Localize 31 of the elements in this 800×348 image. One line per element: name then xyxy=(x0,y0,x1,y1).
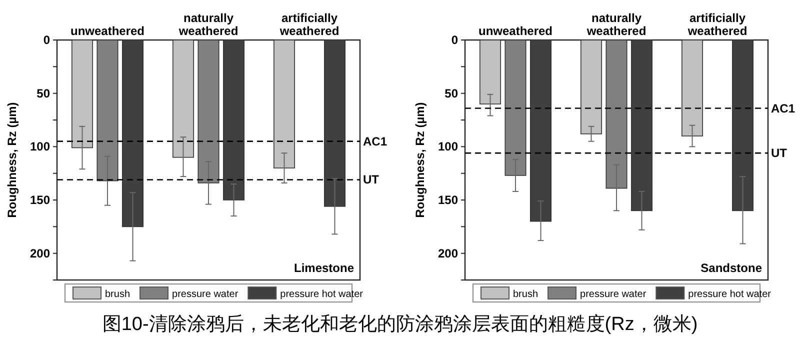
y-tick-label: 150 xyxy=(438,193,458,207)
annotation: Sandstone xyxy=(700,261,762,275)
legend-label: brush xyxy=(513,289,538,300)
legend-label: brush xyxy=(105,289,130,300)
x-tick-label: naturally weathered xyxy=(178,11,238,38)
x-tick-label: artificially weathered xyxy=(686,11,748,38)
y-tick-label: 50 xyxy=(444,86,458,100)
ref-line-label: UT xyxy=(363,172,380,187)
y-axis-title: Roughness, Rz (µm) xyxy=(5,102,19,218)
y-tick-label: 200 xyxy=(438,246,458,260)
y-tick-label: 100 xyxy=(438,140,458,154)
y-axis-title: Roughness, Rz (µm) xyxy=(413,102,427,218)
y-tick-label: 100 xyxy=(30,140,50,154)
y-tick-label: 50 xyxy=(36,86,50,100)
y-tick-label: 0 xyxy=(451,33,458,47)
ref-line-label: UT xyxy=(771,146,788,160)
annotation: Limestone xyxy=(294,261,354,275)
ref-line-label: AC1 xyxy=(363,134,388,148)
y-tick-label: 0 xyxy=(43,33,50,47)
x-tick-label: unweathered xyxy=(478,24,553,38)
legend-label: pressure hot water xyxy=(280,289,364,300)
x-tick-label: unweathered xyxy=(70,24,145,38)
legend-label: pressure hot water xyxy=(688,289,772,300)
x-tick-label: naturally weathered xyxy=(586,11,646,38)
y-tick-label: 150 xyxy=(30,193,50,207)
caption: 图10-清除涂鸦后，未老化和老化的防涂鸦涂层表面的粗糙度(Rz，微米) xyxy=(102,313,698,335)
legend-label: pressure water xyxy=(580,289,647,300)
y-tick-label: 200 xyxy=(30,246,50,260)
legend-label: pressure water xyxy=(172,289,239,300)
ref-line-label: AC1 xyxy=(771,101,796,116)
x-tick-label: artificially weathered xyxy=(278,11,340,38)
